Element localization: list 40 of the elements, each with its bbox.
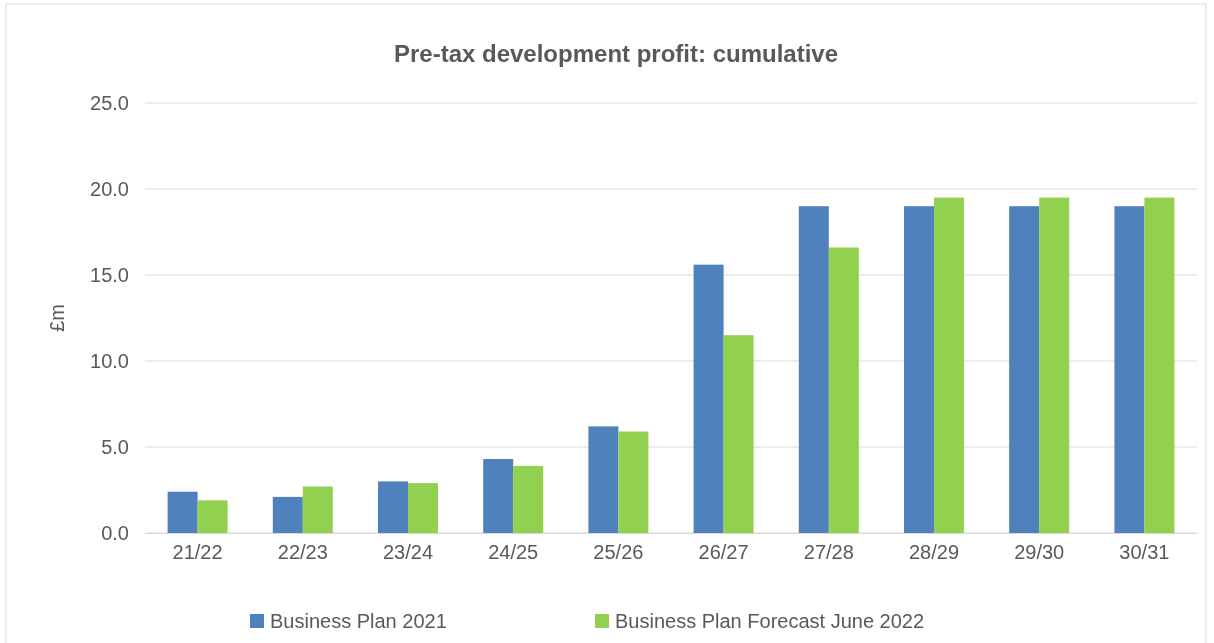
y-tick-label: 15.0 — [90, 263, 129, 286]
x-tick-label: 25/26 — [593, 541, 644, 564]
bar — [1039, 197, 1070, 533]
x-tick-label: 24/25 — [488, 541, 539, 564]
x-tick-label: 22/23 — [277, 541, 328, 564]
x-tick-label: 27/28 — [803, 541, 854, 564]
bar — [828, 247, 859, 533]
x-tick-label: 28/29 — [908, 541, 960, 564]
legend-label: Business Plan 2021 — [270, 610, 447, 632]
y-tick-label: 5.0 — [101, 435, 129, 458]
legend-label: Business Plan Forecast June 2022 — [615, 610, 925, 632]
bar — [934, 197, 964, 533]
bar — [513, 465, 544, 533]
bar — [197, 500, 228, 533]
bar — [1009, 206, 1040, 533]
chart-title: Pre-tax development profit: cumulative — [393, 40, 839, 67]
x-tick-label: 23/24 — [382, 541, 434, 564]
bar — [378, 481, 408, 533]
y-tick-label: 25.0 — [90, 91, 129, 114]
bar — [588, 426, 619, 533]
bar — [408, 483, 438, 533]
bar — [167, 491, 198, 533]
x-tick-label: 21/22 — [172, 541, 223, 564]
bar — [904, 206, 934, 533]
y-tick-label: 0.0 — [101, 521, 129, 544]
bar — [618, 431, 649, 533]
x-tick-label: 30/31 — [1119, 541, 1170, 564]
x-tick-label: 29/30 — [1014, 541, 1065, 564]
bar — [798, 206, 829, 533]
y-axis-title: £m — [46, 304, 68, 332]
bar — [723, 335, 754, 533]
y-tick-label: 10.0 — [90, 349, 129, 372]
bar — [693, 264, 724, 533]
bar — [1114, 206, 1145, 533]
y-tick-label: 20.0 — [90, 177, 129, 200]
bar — [302, 486, 333, 533]
bar — [1144, 197, 1175, 533]
bar — [483, 459, 514, 533]
bar — [272, 496, 303, 533]
x-tick-label: 26/27 — [698, 541, 749, 564]
